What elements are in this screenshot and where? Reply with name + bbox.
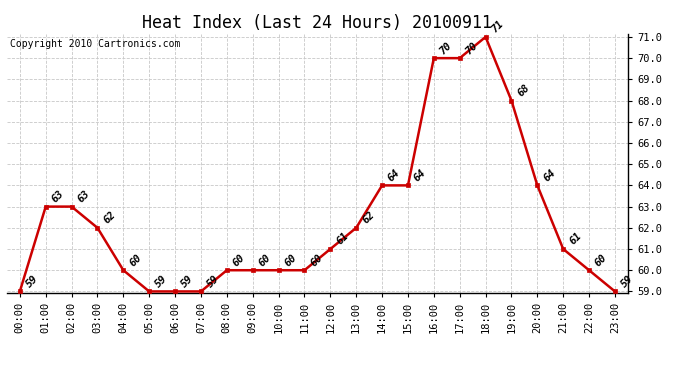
Title: Heat Index (Last 24 Hours) 20100911: Heat Index (Last 24 Hours) 20100911 bbox=[142, 14, 493, 32]
Text: 60: 60 bbox=[231, 252, 247, 268]
Text: 60: 60 bbox=[283, 252, 299, 268]
Text: 64: 64 bbox=[412, 167, 428, 183]
Text: Copyright 2010 Cartronics.com: Copyright 2010 Cartronics.com bbox=[10, 39, 180, 49]
Text: 59: 59 bbox=[179, 273, 195, 289]
Text: 60: 60 bbox=[257, 252, 273, 268]
Text: 60: 60 bbox=[308, 252, 324, 268]
Text: 63: 63 bbox=[76, 189, 92, 204]
Text: 70: 70 bbox=[438, 40, 454, 56]
Text: 62: 62 bbox=[360, 210, 376, 226]
Text: 59: 59 bbox=[205, 273, 221, 289]
Text: 59: 59 bbox=[153, 273, 169, 289]
Text: 59: 59 bbox=[619, 273, 635, 289]
Text: 59: 59 bbox=[24, 273, 40, 289]
Text: 68: 68 bbox=[515, 82, 531, 98]
Text: 64: 64 bbox=[386, 167, 402, 183]
Text: 63: 63 bbox=[50, 189, 66, 204]
Text: 60: 60 bbox=[593, 252, 609, 268]
Text: 60: 60 bbox=[128, 252, 144, 268]
Text: 61: 61 bbox=[567, 231, 583, 247]
Text: 61: 61 bbox=[335, 231, 351, 247]
Text: 64: 64 bbox=[542, 167, 558, 183]
Text: 70: 70 bbox=[464, 40, 480, 56]
Text: 71: 71 bbox=[490, 19, 506, 35]
Text: 62: 62 bbox=[101, 210, 117, 226]
